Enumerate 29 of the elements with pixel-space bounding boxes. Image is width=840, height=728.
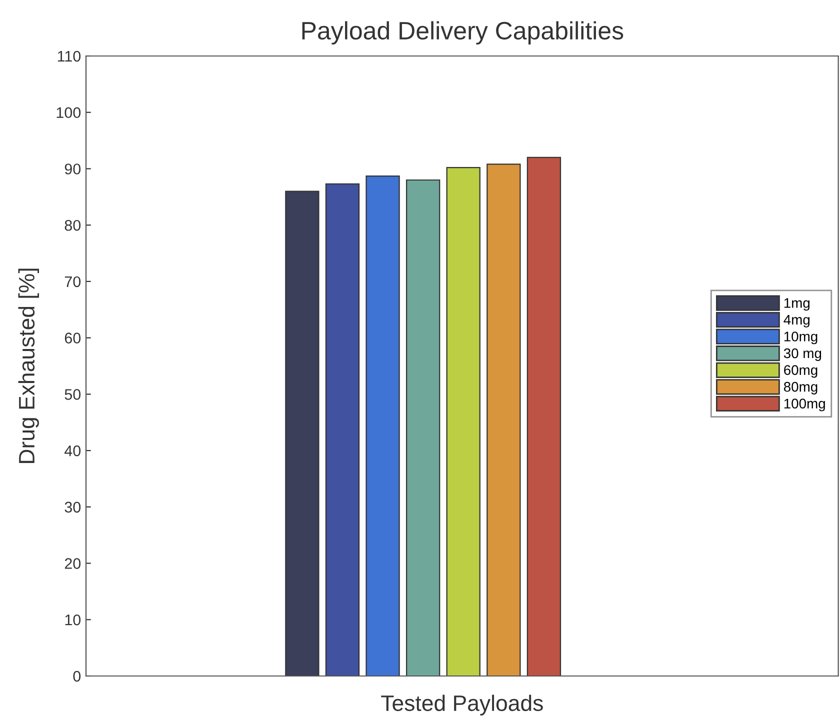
bar [446,167,480,676]
y-tick-label: 10 [65,614,81,626]
bar [486,164,521,676]
y-tick-label: 40 [64,445,81,456]
x-axis-title: Tested Payloads [381,694,543,716]
legend-label: 30 mg [784,348,822,361]
bar [526,156,562,676]
y-tick-label: 100 [56,107,81,118]
y-tick-label: 20 [64,558,81,569]
legend-label: 100mg [784,398,825,412]
legend-label: 10mg [784,332,818,344]
bar [406,179,440,676]
y-axis-title: Drug Exhausted [%] [18,268,39,463]
legend-label: 80mg [784,382,818,394]
y-tick-label: 30 [64,502,81,513]
y-tick-label: 50 [64,389,81,400]
y-tick-label: 60 [64,332,81,344]
legend-label: 60mg [784,365,818,378]
legend-label: 1mg [784,298,810,311]
y-tick-label: 110 [58,50,81,62]
chart-title: Payload Delivery Capabilities [302,21,624,45]
y-tick-label: 80 [64,220,81,231]
y-tick-label: 0 [73,670,81,682]
y-tick-label: 90 [64,164,81,174]
y-tick-label: 70 [64,276,81,288]
bar [285,190,320,676]
legend-label: 4mg [784,314,810,328]
bar [366,176,400,676]
bar [325,183,360,676]
